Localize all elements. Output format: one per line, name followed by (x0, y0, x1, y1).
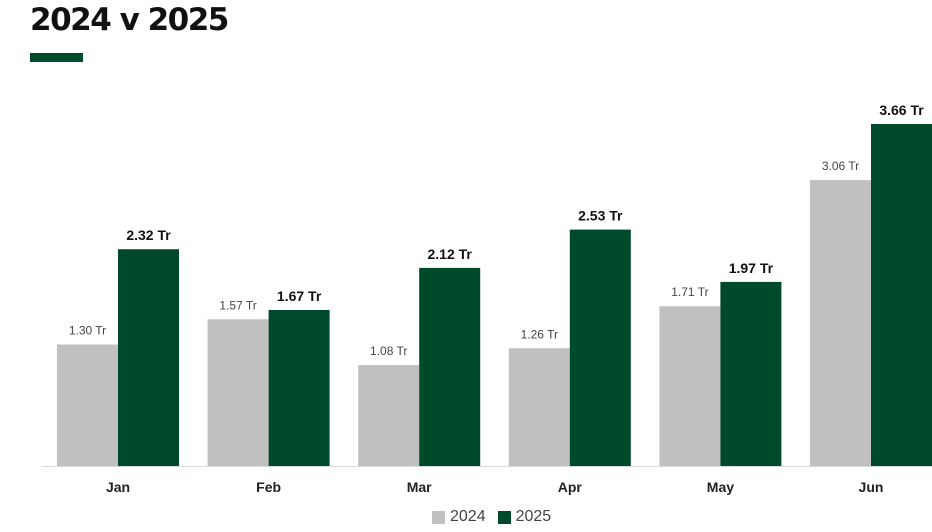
data-label-2024-feb: 1.57 Tr (219, 298, 256, 312)
bar-2025-mar (419, 267, 481, 466)
x-tick-mar: Mar (407, 479, 432, 495)
data-label-2025-apr: 2.53 Tr (578, 208, 623, 224)
bar-2025-apr (569, 229, 631, 466)
data-label-2024-apr: 1.26 Tr (521, 327, 558, 341)
legend-swatch-2024 (432, 510, 445, 524)
title-accent-bar (30, 53, 83, 62)
bar-chart: 1.30 Tr 2.32 Tr Jan 1.57 Tr 1.67 Tr Feb 1.08 T… (42, 102, 932, 495)
x-tick-jan: Jan (106, 479, 130, 495)
legend-label-2024: 2024 (450, 508, 486, 525)
data-label-2025-jun: 3.66 Tr (879, 102, 924, 118)
chart-title: 2024 v 2025 (30, 2, 229, 38)
bar-2025-jun (871, 124, 932, 466)
legend-item-2025: 2025 (497, 508, 552, 526)
bar-2024-apr (508, 348, 570, 466)
data-label-2024-jun: 3.06 Tr (822, 159, 859, 173)
legend-item-2024: 2024 (432, 508, 486, 526)
bar-2024-jan (57, 344, 118, 466)
data-label-2024-jan: 1.30 Tr (69, 324, 106, 338)
bar-2024-jun (810, 180, 871, 467)
bar-2025-may (720, 281, 782, 466)
data-label-2025-feb: 1.67 Tr (277, 288, 322, 304)
x-tick-may: May (707, 479, 734, 495)
x-tick-feb: Feb (256, 479, 281, 495)
legend: 2024 2025 (432, 506, 551, 528)
data-label-2025-may: 1.97 Tr (729, 260, 774, 276)
x-tick-jun: Jun (859, 479, 884, 495)
bar-2024-feb (207, 319, 269, 466)
legend-label-2025: 2025 (515, 508, 552, 525)
bar-2024-may (659, 306, 721, 466)
x-tick-apr: Apr (558, 479, 583, 495)
bar-2025-feb (268, 309, 330, 466)
data-label-2025-jan: 2.32 Tr (126, 227, 171, 243)
data-label-2024-mar: 1.08 Tr (370, 344, 407, 358)
bar-2025-jan (118, 249, 179, 466)
legend-swatch-2025 (497, 510, 511, 524)
bar-2024-mar (358, 365, 420, 466)
data-label-2025-mar: 2.12 Tr (428, 246, 473, 262)
data-label-2024-may: 1.71 Tr (671, 285, 708, 299)
